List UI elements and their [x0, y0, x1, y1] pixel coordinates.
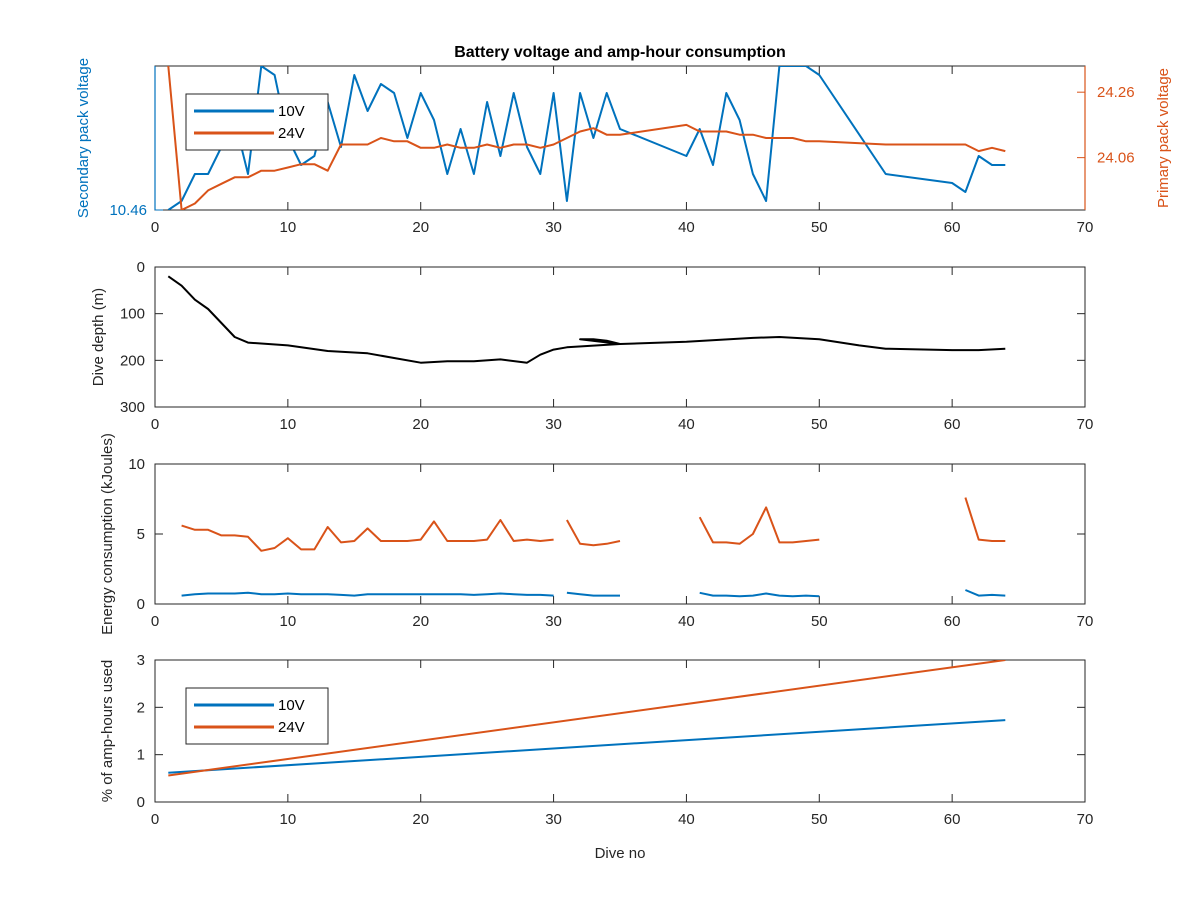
y-tick-label: 10 [128, 456, 145, 473]
axes-box [154, 463, 1086, 605]
x-tick-label: 10 [280, 219, 297, 236]
x-tick-label: 60 [944, 811, 961, 828]
axes-box [154, 266, 1086, 408]
x-tick-label: 40 [678, 416, 695, 433]
series-line-10V [699, 591, 820, 598]
x-tick-label: 30 [545, 811, 562, 828]
x-tick-label: 0 [151, 219, 159, 236]
legend-label-24V: 24V [278, 719, 305, 736]
x-tick-label: 30 [545, 613, 562, 630]
x-tick-label: 10 [280, 811, 297, 828]
panel-depth: 0 10 20 30 40 50 60 70 0 100 200 300 Dive depth (m) [90, 259, 1093, 433]
y-tick-label: 100 [120, 306, 145, 323]
axes-box [154, 659, 1086, 803]
x-tick-label: 20 [412, 219, 429, 236]
series-line-depth [167, 275, 1006, 364]
y-tick-label-right: 24.26 [1097, 84, 1135, 101]
x-tick-label: 20 [412, 811, 429, 828]
series-group [168, 660, 1006, 777]
series-line-24V [964, 497, 1006, 542]
x-tick-label: 40 [678, 811, 695, 828]
x-tick-label: 70 [1077, 416, 1094, 433]
series-line-10V [965, 589, 1006, 597]
x-tick-label: 60 [944, 219, 961, 236]
series-line-24V [168, 660, 1006, 777]
series-group [167, 275, 1006, 364]
x-tick-label: 0 [151, 811, 159, 828]
x-tick-label: 30 [545, 219, 562, 236]
x-tick-label: 40 [678, 613, 695, 630]
legend-label-10V: 10V [278, 103, 305, 120]
x-tick-label: 30 [545, 416, 562, 433]
x-tick-label: 0 [151, 613, 159, 630]
x-axis-label: Dive no [595, 845, 646, 862]
series-line-10V [181, 591, 554, 597]
y-axis-label: % of amp-hours used [99, 660, 116, 803]
y-tick-label: 1 [137, 747, 145, 764]
legend-label-24V: 24V [278, 125, 305, 142]
plot-area: 0 10 20 30 40 50 60 7010.4624.0624.26Secondary … [75, 58, 1172, 828]
y-tick-label: 300 [120, 399, 145, 416]
x-tick-label: 60 [944, 416, 961, 433]
y-axis-label-left: Secondary pack voltage [75, 58, 92, 218]
x-tick-label: 20 [412, 613, 429, 630]
y-axis-label: Energy consumption (kJoules) [99, 433, 116, 635]
x-tick-label: 50 [811, 416, 828, 433]
x-tick-label: 50 [811, 811, 828, 828]
series-line-24V [181, 519, 554, 552]
panel-amphours: 0 10 20 30 40 50 60 70 0 1 2 3 % of amp-hours used 10… [99, 652, 1093, 828]
series-line-10V [566, 591, 620, 597]
y-tick-label: 2 [137, 699, 145, 716]
series-group [181, 497, 1006, 598]
legend-label-10V: 10V [278, 697, 305, 714]
y-tick-label: 5 [137, 526, 145, 543]
y-tick-label: 0 [137, 794, 145, 811]
y-tick-label: 0 [137, 259, 145, 276]
x-tick-label: 70 [1077, 219, 1094, 236]
y-axis-label: Dive depth (m) [90, 288, 107, 386]
series-line-24V [566, 519, 621, 547]
x-tick-label: 10 [280, 613, 297, 630]
y-tick-label: 0 [137, 596, 145, 613]
x-tick-label: 70 [1077, 613, 1094, 630]
legend-box [185, 93, 329, 151]
series-line-24V [167, 66, 1006, 210]
x-tick-label: 0 [151, 416, 159, 433]
y-axis-label-right: Primary pack voltage [1155, 68, 1172, 208]
legend-box [185, 687, 329, 745]
x-tick-label: 60 [944, 613, 961, 630]
panel-energy: 0 10 20 30 40 50 60 70 0 5 10 Energy consumption (k… [99, 433, 1093, 635]
y-tick-label: 3 [137, 652, 145, 669]
panel-voltage: 0 10 20 30 40 50 60 70 10.46 24.06 24.26 Secondary … [75, 58, 1172, 236]
x-tick-label: 50 [811, 219, 828, 236]
series-line-24V [698, 506, 820, 545]
series-line-10V [168, 719, 1006, 774]
x-tick-label: 50 [811, 613, 828, 630]
y-tick-label-left: 10.46 [109, 202, 147, 219]
x-tick-label: 40 [678, 219, 695, 236]
figure-title: Battery voltage and amp-hour consumption [454, 44, 786, 61]
x-tick-label: 70 [1077, 811, 1094, 828]
x-tick-label: 10 [280, 416, 297, 433]
y-tick-label-right: 24.06 [1097, 150, 1135, 167]
y-tick-label: 200 [120, 352, 145, 369]
x-tick-label: 20 [412, 416, 429, 433]
